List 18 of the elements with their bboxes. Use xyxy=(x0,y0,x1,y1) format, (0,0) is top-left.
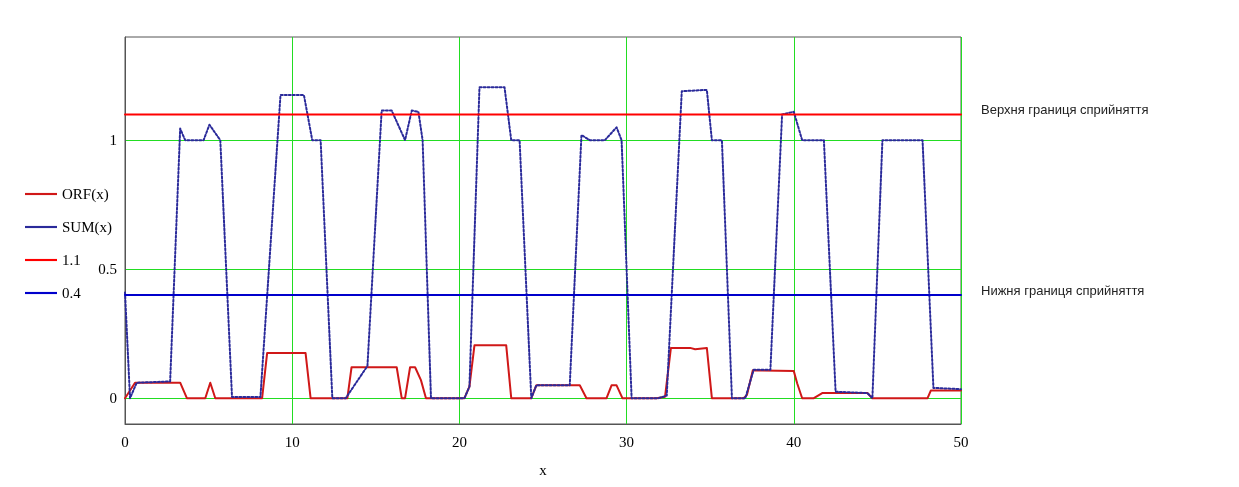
x-tick-label: 20 xyxy=(451,433,467,450)
legend-label: ORF(x) xyxy=(62,186,109,203)
annotation: Нижня границя сприйняття xyxy=(981,283,1145,298)
legend-label: 0.4 xyxy=(62,285,82,301)
y-tick-label: 0 xyxy=(109,390,117,407)
x-tick-label: 30 xyxy=(619,433,635,450)
legend-label: SUM(x) xyxy=(62,219,113,236)
y-tick-label: 0.5 xyxy=(98,261,117,278)
annotation: Верхня границя сприйняття xyxy=(981,102,1149,118)
x-axis-title: x xyxy=(539,461,548,478)
x-tick-label: 0 xyxy=(121,433,129,450)
x-tick-label: 10 xyxy=(284,433,300,450)
x-tick-label: 50 xyxy=(953,433,969,450)
line-series xyxy=(124,86,962,400)
legend-label: 1.1 xyxy=(62,252,81,268)
x-tick-label: 40 xyxy=(786,433,802,450)
line-series xyxy=(124,344,962,400)
y-tick-label: 1 xyxy=(109,132,117,149)
